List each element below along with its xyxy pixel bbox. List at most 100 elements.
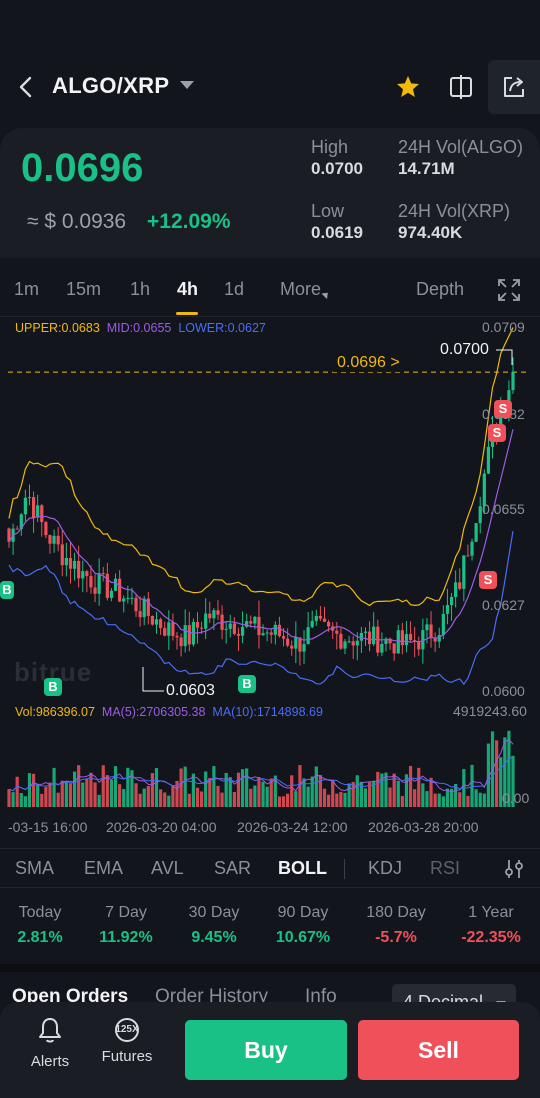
chevron-down-icon[interactable] — [180, 81, 194, 89]
boll-mid-line — [8, 429, 514, 644]
candle-body — [372, 626, 376, 645]
volume-bar — [85, 778, 89, 807]
volume-bar — [408, 765, 413, 807]
volume-bar — [89, 772, 93, 807]
tab-more[interactable]: More — [280, 279, 331, 300]
candle-body — [101, 573, 105, 575]
high-leader-line — [496, 349, 513, 365]
volume-bar — [142, 788, 146, 807]
pair-title[interactable]: ALGO/XRP — [52, 73, 170, 98]
tab-order-history[interactable]: Order History — [155, 986, 268, 1007]
volume-bar — [441, 796, 445, 807]
volume-bar — [257, 777, 261, 807]
performance-label: 30 Day — [188, 904, 240, 921]
tab-ema[interactable]: EMA — [84, 858, 124, 878]
volume-bar — [48, 782, 52, 807]
volume-bar — [507, 730, 511, 807]
volume-bar — [27, 773, 32, 807]
time-axis-label: -03-15 16:00 — [8, 819, 88, 835]
tab-rsi[interactable]: RSI — [430, 858, 461, 878]
timeframe-tabs: 1m 15m 1h 4h 1d More Depth — [0, 270, 540, 316]
volume-bar — [56, 792, 60, 807]
candle-body — [163, 628, 167, 636]
tab-sma[interactable]: SMA — [15, 858, 55, 878]
tab-open-orders[interactable]: Open Orders — [12, 986, 129, 1007]
price-axis-label: 0.0655 — [482, 501, 525, 517]
candle-body — [31, 497, 36, 518]
low-value: 0.0619 — [311, 223, 363, 242]
vol-base-label: 24H Vol(ALGO) — [398, 137, 524, 157]
ma10-value: MA(10):1714898.69 — [212, 705, 323, 719]
volume-bar — [503, 737, 507, 807]
volume-bar — [404, 774, 409, 807]
volume-bar — [245, 768, 249, 807]
volume-bar — [335, 793, 339, 807]
candle-body — [400, 630, 404, 646]
buy-marker: B — [44, 678, 62, 696]
candle-body — [388, 638, 392, 644]
buy-button[interactable]: Buy — [185, 1020, 347, 1080]
performance-value: -5.7% — [375, 929, 417, 946]
tab-boll[interactable]: BOLL — [278, 858, 327, 878]
high-value: 0.0700 — [311, 159, 363, 178]
volume-bar — [392, 773, 396, 807]
tab-avl[interactable]: AVL — [151, 858, 184, 878]
volume-bar — [363, 788, 368, 807]
candle-body — [236, 633, 241, 636]
candle-body — [109, 590, 114, 598]
tab-4h[interactable]: 4h — [177, 279, 199, 299]
volume-bar — [93, 782, 97, 807]
candle-body — [85, 571, 89, 577]
share-button[interactable] — [488, 60, 540, 114]
volume-bar — [433, 793, 437, 807]
alerts-button[interactable]: Alerts — [15, 1016, 85, 1070]
candle-body — [445, 605, 450, 614]
volume-bar — [224, 772, 228, 807]
candle-body — [138, 611, 142, 618]
indicator-settings-icon[interactable] — [502, 857, 526, 881]
sell-marker: S — [488, 424, 506, 442]
candle-body — [60, 544, 64, 566]
volume-bar — [261, 781, 265, 807]
volume-bar — [425, 791, 429, 807]
candle-body — [314, 615, 318, 621]
volume-bar — [376, 771, 380, 807]
volume-bar — [351, 781, 355, 807]
candle-body — [72, 560, 77, 569]
volume-bar — [273, 775, 277, 807]
tab-15m[interactable]: 15m — [66, 279, 102, 299]
volume-bar — [15, 776, 19, 807]
tab-1m[interactable]: 1m — [14, 279, 40, 299]
candle-body — [429, 624, 433, 639]
tab-depth[interactable]: Depth — [416, 279, 465, 299]
sell-button[interactable]: Sell — [358, 1020, 519, 1080]
fullscreen-icon[interactable] — [497, 278, 521, 302]
performance-item: 180 Day -5.7% — [351, 904, 441, 947]
vol-quote-label: 24H Vol(XRP) — [398, 201, 511, 221]
volume-bar — [429, 777, 433, 807]
volume-bar — [36, 785, 40, 807]
tab-kdj[interactable]: KDJ — [368, 858, 403, 878]
back-arrow-icon[interactable] — [16, 74, 38, 100]
tab-1d[interactable]: 1d — [224, 279, 245, 299]
compare-icon[interactable] — [446, 72, 476, 102]
tab-1h[interactable]: 1h — [130, 279, 151, 299]
performance-value: 11.92% — [99, 929, 153, 946]
boll-lower: LOWER:0.0627 — [178, 321, 266, 335]
tab-sar[interactable]: SAR — [214, 858, 252, 878]
candle-body — [359, 632, 363, 641]
volume-bar — [331, 779, 335, 807]
candle-body — [89, 576, 93, 588]
volume-bar — [318, 774, 323, 807]
volume-bar — [380, 773, 384, 807]
futures-button[interactable]: 125X Futures — [92, 1016, 162, 1065]
kline-chart[interactable]: UPPER:0.0683 MID:0.0655 LOWER:0.0627 bit… — [0, 316, 540, 846]
volume-bar — [52, 767, 56, 807]
tab-info[interactable]: Info — [305, 986, 337, 1007]
star-icon[interactable] — [393, 72, 423, 102]
volume-bar — [421, 783, 425, 807]
current-price-tag[interactable]: 0.0696 > — [333, 354, 404, 372]
candle-body — [187, 625, 191, 645]
volume-bar — [228, 777, 232, 807]
candle-body — [392, 643, 396, 654]
